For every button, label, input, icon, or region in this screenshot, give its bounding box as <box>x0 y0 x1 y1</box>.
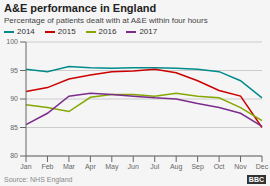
svg-text:80: 80 <box>10 152 18 159</box>
html-text:2014: 2014 <box>17 27 35 36</box>
svg-text:85: 85 <box>10 124 18 131</box>
svg-text:Feb: Feb <box>41 163 53 170</box>
html-text:2015: 2015 <box>57 27 76 36</box>
svg-text:90: 90 <box>10 95 18 102</box>
html-text:A&E performance in England: A&E performance in England <box>4 2 157 14</box>
svg-text:95: 95 <box>10 67 18 74</box>
svg-text:Jul: Jul <box>150 163 159 170</box>
svg-text:Dec: Dec <box>256 163 262 170</box>
svg-text:100: 100 <box>8 38 18 45</box>
svg-text:Jan: Jan <box>20 163 31 170</box>
svg-text:Sep: Sep <box>191 163 204 171</box>
html-text:BBC: BBC <box>248 176 264 183</box>
svg-text:Mar: Mar <box>63 163 76 170</box>
html-text:2016: 2016 <box>98 27 117 36</box>
svg-text:May: May <box>105 163 119 171</box>
html-text:Source: NHS England: Source: NHS England <box>4 176 73 183</box>
svg-text:Oct: Oct <box>214 163 225 170</box>
svg-text:Aug: Aug <box>170 163 183 171</box>
html-text:Percentage of patients dealt w: Percentage of patients dealt with at A&E… <box>4 16 208 25</box>
html-text:2017: 2017 <box>139 27 158 36</box>
svg-text:Apr: Apr <box>85 163 97 171</box>
svg-text:Nov: Nov <box>234 163 247 170</box>
svg-text:Jun: Jun <box>128 163 139 170</box>
